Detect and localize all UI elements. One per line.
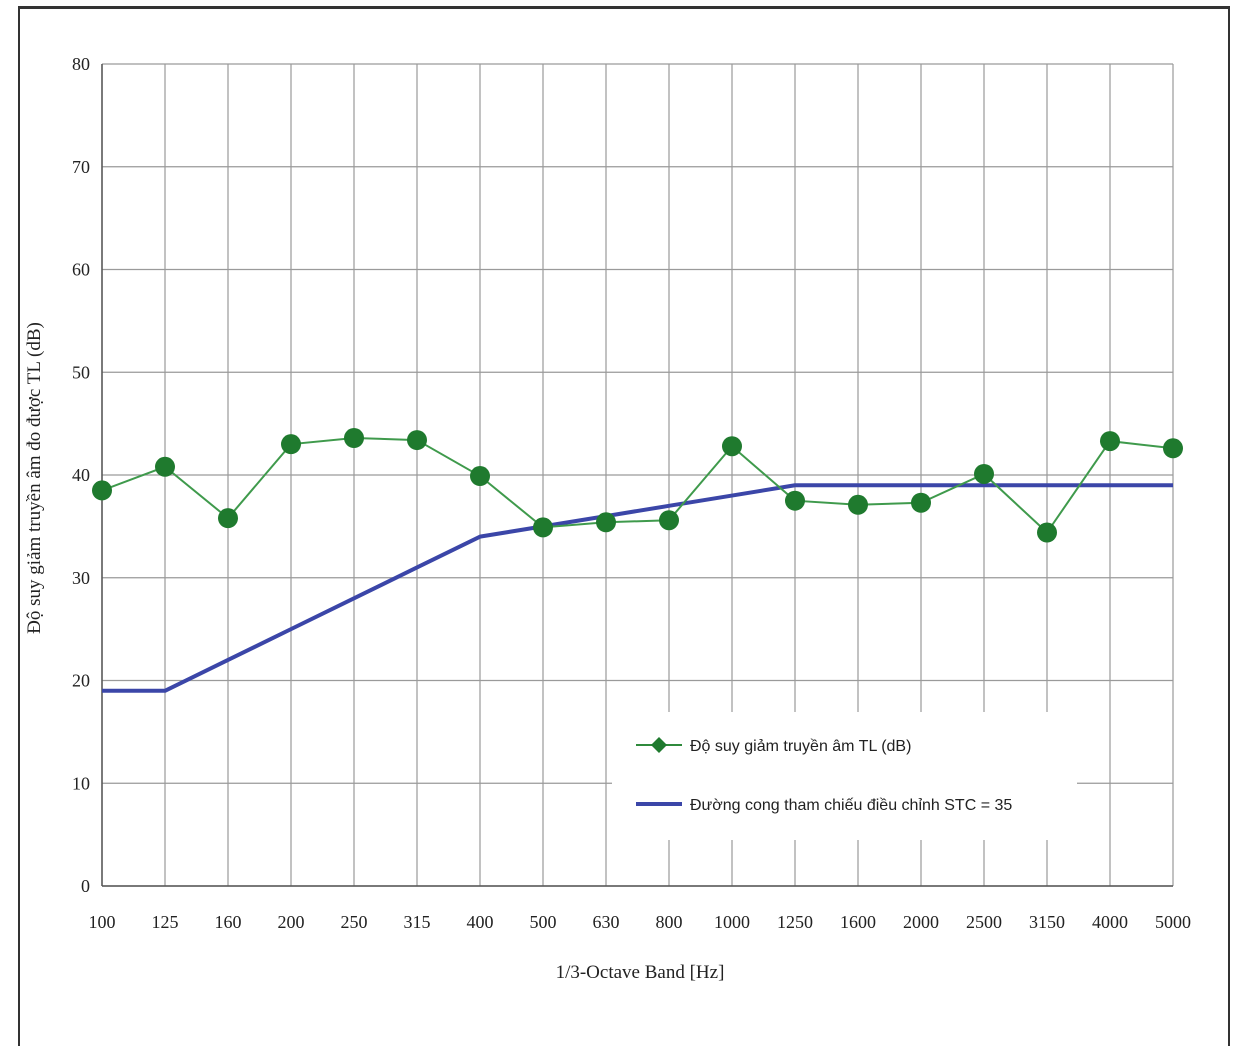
y-axis-title: Độ suy giảm truyền âm đo được TL (dB) <box>24 322 45 634</box>
x-axis-title: 1/3-Octave Band [Hz] <box>556 962 725 983</box>
x-tick-label: 1250 <box>777 912 813 932</box>
x-tick-label: 5000 <box>1155 912 1191 932</box>
x-tick-label: 4000 <box>1092 912 1128 932</box>
data-point-measured-tl <box>974 463 994 484</box>
y-tick-label: 40 <box>72 465 90 485</box>
data-point-measured-tl <box>1163 438 1183 459</box>
legend-label-reference: Đường cong tham chiếu điều chỉnh STC = 3… <box>690 797 1012 814</box>
data-point-measured-tl <box>785 490 805 511</box>
x-tick-label: 800 <box>656 912 683 932</box>
data-point-measured-tl <box>659 510 679 531</box>
x-tick-label: 630 <box>593 912 620 932</box>
data-point-measured-tl <box>1100 431 1120 452</box>
x-tick-label: 250 <box>341 912 368 932</box>
series-line-reference-stc <box>102 483 1173 693</box>
x-tick-label: 400 <box>467 912 494 932</box>
data-point-measured-tl <box>533 517 553 538</box>
y-tick-label: 60 <box>72 260 90 280</box>
series-layer <box>92 428 1183 693</box>
x-tick-label: 2000 <box>903 912 939 932</box>
legend: Độ suy giảm truyền âm TL (dB) Đường cong… <box>612 712 1077 840</box>
data-point-measured-tl <box>722 436 742 457</box>
legend-label-measured: Độ suy giảm truyền âm TL (dB) <box>690 738 911 755</box>
y-axis-ticks: 0 10 20 30 40 50 60 70 80 <box>72 54 90 896</box>
data-point-measured-tl <box>407 430 427 451</box>
data-point-measured-tl <box>281 434 301 455</box>
y-tick-label: 80 <box>72 54 90 74</box>
x-tick-label: 1000 <box>714 912 750 932</box>
x-tick-label: 3150 <box>1029 912 1065 932</box>
x-tick-label: 315 <box>404 912 431 932</box>
x-tick-label: 500 <box>530 912 557 932</box>
data-point-measured-tl <box>848 494 868 515</box>
x-tick-label: 1600 <box>840 912 876 932</box>
data-point-measured-tl <box>344 428 364 449</box>
legend-box <box>612 712 1077 840</box>
x-axis-ticks: 100 125 160 200 250 315 400 500 630 800 1000 1250 16… <box>89 912 1192 932</box>
chart-frame <box>18 6 1230 1046</box>
x-tick-label: 160 <box>215 912 242 932</box>
x-tick-label: 125 <box>152 912 179 932</box>
data-point-measured-tl <box>155 456 175 477</box>
data-point-measured-tl <box>596 512 616 533</box>
x-tick-label: 100 <box>89 912 116 932</box>
y-tick-label: 10 <box>72 773 90 793</box>
y-tick-label: 50 <box>72 362 90 382</box>
y-tick-label: 30 <box>72 568 90 588</box>
legend-marker-measured <box>651 737 667 753</box>
data-point-measured-tl <box>92 480 112 501</box>
data-point-measured-tl <box>218 508 238 529</box>
data-point-measured-tl <box>911 492 931 513</box>
y-tick-label: 20 <box>72 671 90 691</box>
x-tick-label: 2500 <box>966 912 1002 932</box>
y-tick-label: 0 <box>81 876 90 896</box>
series-line-measured-tl <box>101 437 1174 535</box>
x-tick-label: 200 <box>278 912 305 932</box>
data-point-measured-tl <box>1037 522 1057 543</box>
data-point-measured-tl <box>470 466 490 487</box>
y-tick-label: 70 <box>72 157 90 177</box>
